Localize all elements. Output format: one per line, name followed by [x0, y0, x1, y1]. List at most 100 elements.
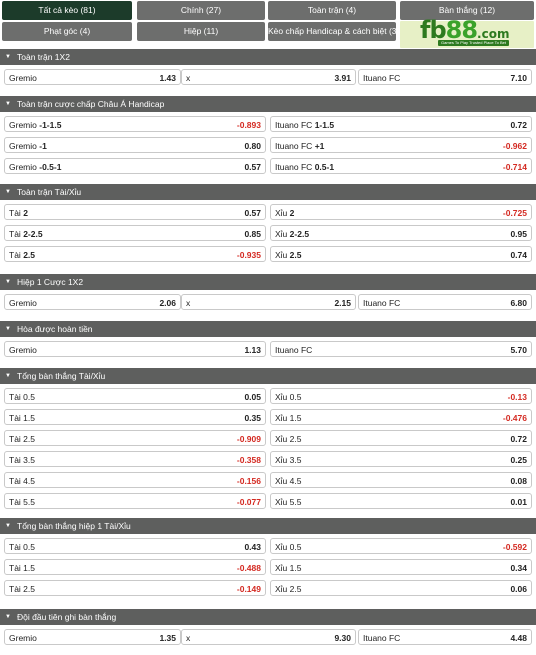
- section-header[interactable]: ▼ Toàn trận Tài/Xỉu: [0, 184, 536, 200]
- odds-cell[interactable]: Tài 1.5 -0.488: [4, 559, 266, 575]
- section-title: Tổng bàn thắng Tài/Xỉu: [17, 371, 106, 381]
- section-title: Đội đầu tiên ghi bàn thắng: [17, 612, 117, 622]
- selection-label: Gremio: [9, 345, 37, 355]
- section-header[interactable]: ▼ Hiệp 1 Cược 1X2: [0, 274, 536, 290]
- odds-value: -0.476: [502, 413, 527, 423]
- selection-label: Tài 2.5: [9, 250, 36, 260]
- selection-label: Tài 1.5: [9, 563, 35, 573]
- selection-label: Gremio: [9, 73, 37, 83]
- tab-full-match[interactable]: Toàn trận (4): [268, 1, 396, 20]
- odds-cell[interactable]: Tài 2 0.57: [4, 204, 266, 220]
- section-header[interactable]: ▼ Hòa được hoàn tiền: [0, 321, 536, 337]
- section-title: Toàn trận cược chấp Châu Á Handicap: [17, 99, 165, 109]
- odds-value: -0.149: [236, 584, 261, 594]
- odds-cell[interactable]: Xỉu 2.5 0.72: [270, 430, 532, 446]
- odds-cell[interactable]: Xỉu 3.5 0.25: [270, 451, 532, 467]
- handicap-line: +1: [314, 141, 325, 151]
- tab-goals[interactable]: Bàn thắng (12): [400, 1, 534, 20]
- odds-cell[interactable]: Xỉu 0.5 -0.592: [270, 538, 532, 554]
- odds-value: 4.48: [510, 633, 527, 643]
- odds-cell[interactable]: Gremio -1-1.5 -0.893: [4, 116, 266, 132]
- fb88-logo[interactable]: fb88.com Games To Play Trusted Place To …: [400, 16, 534, 48]
- odds-cell[interactable]: Ituano FC 0.5-1 -0.714: [270, 158, 532, 174]
- odds-cell[interactable]: Gremio -0.5-1 0.57: [4, 158, 266, 174]
- odds-cell[interactable]: Gremio 1.13: [4, 341, 266, 357]
- tab-corners[interactable]: Phạt góc (4): [2, 22, 132, 41]
- odds-value: 0.57: [244, 208, 261, 218]
- logo-wordmark: fb88.com: [420, 16, 510, 44]
- selection-label: Ituano FC 0.5-1: [275, 162, 335, 172]
- selection-label: Tài 2.5: [9, 434, 35, 444]
- odds-cell[interactable]: Ituano FC 4.48: [358, 629, 532, 645]
- selection-label: Xỉu 2.5: [275, 584, 302, 594]
- chevron-down-icon: ▼: [5, 614, 11, 620]
- odds-value: 0.80: [244, 141, 261, 151]
- handicap-line: 2: [23, 208, 28, 218]
- odds-value: 0.72: [510, 434, 527, 444]
- odds-value: 5.70: [510, 345, 527, 355]
- odds-value: 0.01: [510, 497, 527, 507]
- odds-cell[interactable]: x 9.30: [181, 629, 356, 645]
- odds-cell[interactable]: Xỉu 2-2.5 0.95: [270, 225, 532, 241]
- odds-cell[interactable]: Xỉu 4.5 0.08: [270, 472, 532, 488]
- section-header[interactable]: ▼ Tổng bàn thắng Tài/Xỉu: [0, 368, 536, 384]
- odds-cell[interactable]: Ituano FC +1 -0.962: [270, 137, 532, 153]
- market-tabs: Tất cả kèo (81) Chính (27) Toàn trận (4)…: [0, 0, 536, 48]
- odds-value: -0.893: [236, 120, 261, 130]
- odds-cell[interactable]: Xỉu 2.5 0.06: [270, 580, 532, 596]
- tab-handicap[interactable]: Kèo chấp Handicap & cách biệt (3): [268, 22, 396, 41]
- odds-cell[interactable]: Tài 3.5 -0.358: [4, 451, 266, 467]
- selection-label: Tài 1.5: [9, 413, 35, 423]
- odds-cell[interactable]: Tài 0.5 0.05: [4, 388, 266, 404]
- odds-cell[interactable]: Ituano FC 6.80: [358, 294, 532, 310]
- odds-cell[interactable]: Ituano FC 7.10: [358, 69, 532, 85]
- selection-label: Ituano FC 1-1.5: [275, 120, 335, 130]
- selection-label: Tài 2-2.5: [9, 229, 43, 239]
- odds-cell[interactable]: x 3.91: [181, 69, 356, 85]
- odds-value: -0.13: [507, 392, 527, 402]
- section-title: Toàn trận Tài/Xỉu: [17, 187, 82, 197]
- odds-value: 0.85: [244, 229, 261, 239]
- selection-label: Xỉu 1.5: [275, 563, 302, 573]
- odds-cell[interactable]: Xỉu 0.5 -0.13: [270, 388, 532, 404]
- handicap-line: -1-1.5: [39, 120, 62, 130]
- odds-cell[interactable]: Gremio -1 0.80: [4, 137, 266, 153]
- odds-cell[interactable]: Tài 2-2.5 0.85: [4, 225, 266, 241]
- odds-cell[interactable]: Gremio 2.06: [4, 294, 181, 310]
- odds-value: 0.35: [244, 413, 261, 423]
- odds-value: 1.35: [159, 633, 176, 643]
- tab-all-markets[interactable]: Tất cả kèo (81): [2, 1, 132, 20]
- odds-cell[interactable]: Gremio 1.35: [4, 629, 181, 645]
- section-header[interactable]: ▼ Đội đầu tiên ghi bàn thắng: [0, 609, 536, 625]
- odds-cell[interactable]: Xỉu 1.5 0.34: [270, 559, 532, 575]
- odds-cell[interactable]: Tài 2.5 -0.909: [4, 430, 266, 446]
- odds-cell[interactable]: Gremio 1.43: [4, 69, 181, 85]
- section-header[interactable]: ▼ Toàn trận 1X2: [0, 49, 536, 65]
- odds-cell[interactable]: x 2.15: [181, 294, 356, 310]
- tab-main[interactable]: Chính (27): [137, 1, 265, 20]
- odds-value: 0.05: [244, 392, 261, 402]
- odds-cell[interactable]: Xỉu 1.5 -0.476: [270, 409, 532, 425]
- odds-value: 6.80: [510, 298, 527, 308]
- section-header[interactable]: ▼ Tổng bàn thắng hiệp 1 Tài/Xỉu: [0, 518, 536, 534]
- selection-label: Tài 3.5: [9, 455, 35, 465]
- odds-cell[interactable]: Xỉu 2 -0.725: [270, 204, 532, 220]
- odds-cell[interactable]: Tài 5.5 -0.077: [4, 493, 266, 509]
- odds-cell[interactable]: Tài 0.5 0.43: [4, 538, 266, 554]
- odds-cell[interactable]: Tài 1.5 0.35: [4, 409, 266, 425]
- odds-value: -0.077: [236, 497, 261, 507]
- odds-cell[interactable]: Ituano FC 1-1.5 0.72: [270, 116, 532, 132]
- odds-cell[interactable]: Xỉu 2.5 0.74: [270, 246, 532, 262]
- odds-value: 0.08: [510, 476, 527, 486]
- odds-cell[interactable]: Tài 2.5 -0.149: [4, 580, 266, 596]
- tab-halves[interactable]: Hiệp (11): [137, 22, 265, 41]
- odds-cell[interactable]: Ituano FC 5.70: [270, 341, 532, 357]
- odds-value: 1.13: [244, 345, 261, 355]
- section-title: Toàn trận 1X2: [17, 52, 70, 62]
- section-header[interactable]: ▼ Toàn trận cược chấp Châu Á Handicap: [0, 96, 536, 112]
- selection-label: Xỉu 2: [275, 208, 295, 218]
- odds-cell[interactable]: Xỉu 5.5 0.01: [270, 493, 532, 509]
- odds-value: -0.358: [236, 455, 261, 465]
- odds-cell[interactable]: Tài 2.5 -0.935: [4, 246, 266, 262]
- odds-cell[interactable]: Tài 4.5 -0.156: [4, 472, 266, 488]
